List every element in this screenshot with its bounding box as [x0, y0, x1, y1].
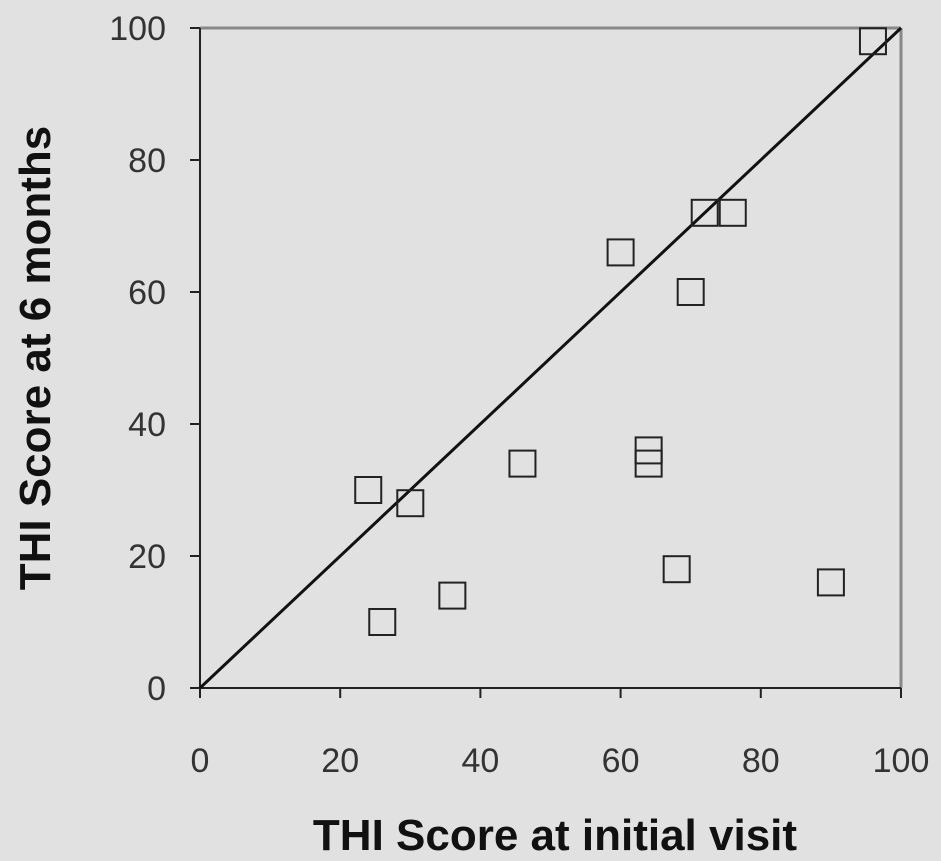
- data-point: [858, 27, 887, 56]
- data-point: [508, 449, 537, 478]
- data-point: [634, 449, 663, 478]
- data-point: [354, 476, 383, 504]
- x-tick-label: 20: [321, 742, 359, 780]
- x-tick-label: 40: [461, 742, 499, 780]
- y-tick-label: 100: [109, 10, 166, 48]
- y-tick-label: 40: [128, 406, 166, 444]
- data-point: [676, 278, 705, 306]
- x-axis-title: THI Score at initial visit: [313, 811, 797, 860]
- y-tick-label: 20: [128, 538, 166, 576]
- data-point: [606, 238, 635, 267]
- y-tick-label: 0: [147, 670, 166, 708]
- x-tick-label: 0: [191, 742, 210, 780]
- y-tick-label: 80: [128, 142, 166, 180]
- data-point: [438, 581, 467, 610]
- data-point: [662, 555, 691, 584]
- x-tick-label: 80: [742, 742, 780, 780]
- x-tick-label: 60: [602, 742, 640, 780]
- data-point: [368, 608, 397, 636]
- x-tick-label: 100: [873, 742, 930, 780]
- reference-line: [198, 26, 903, 690]
- data-point: [396, 489, 425, 518]
- data-point: [690, 198, 719, 227]
- y-axis-title: THI Score at 6 months: [11, 126, 60, 591]
- y-tick-label: 60: [128, 274, 166, 312]
- data-point: [816, 568, 845, 597]
- data-point: [718, 198, 747, 227]
